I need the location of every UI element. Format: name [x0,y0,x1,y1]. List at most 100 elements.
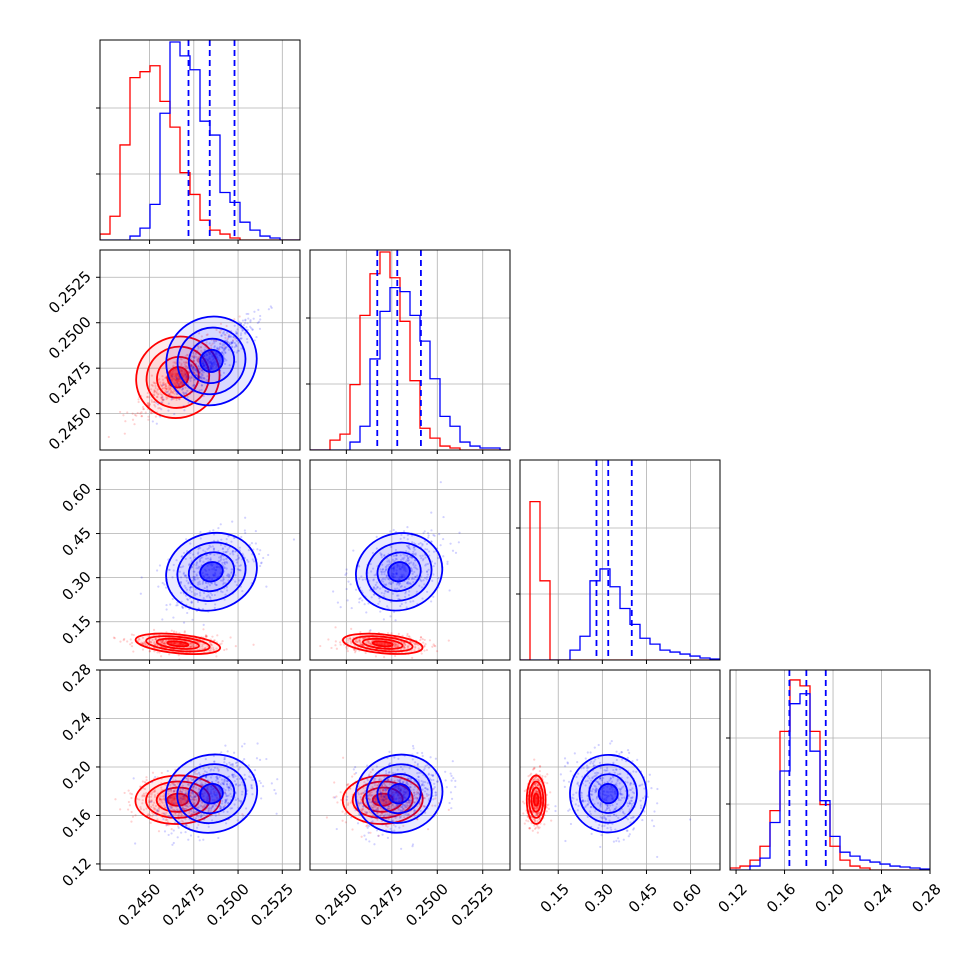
contour-blue [365,541,433,602]
scatter-point [243,773,246,776]
scatter-point [204,635,207,638]
scatter-point [210,644,214,647]
scatter-point [377,834,380,838]
scatter-point [195,367,198,371]
scatter-point [397,598,400,601]
scatter-point [223,362,227,366]
scatter-point [169,603,172,606]
scatter-point [413,643,417,646]
scatter-point [130,820,133,823]
scatter-point [223,779,226,782]
scatter-point [233,324,236,327]
scatter-point [439,481,442,484]
scatter-point [221,640,224,643]
scatter-point [438,533,441,536]
scatter-point [169,793,173,797]
scatter-point [213,760,216,763]
scatter-point [229,636,232,639]
scatter-point [215,583,218,587]
scatter-point [386,631,390,635]
scatter-point [167,833,170,837]
scatter-point [198,648,201,651]
scatter-point [130,796,133,800]
scatter-point [189,586,192,590]
scatter-point [159,383,162,386]
scatter-point [215,776,218,779]
scatter-point [195,369,198,372]
x-tick-label: 0.2475 [159,880,209,930]
scatter-point [335,827,338,831]
scatter-point [385,574,389,577]
panel-content [325,744,457,850]
scatter-point [184,816,187,819]
scatter-point [243,778,246,781]
scatter-point [395,644,398,647]
scatter-point [195,561,199,564]
scatter-point [197,360,200,363]
scatter-point [197,823,200,826]
scatter-point [222,577,225,580]
scatter-point [210,768,213,771]
scatter-point [160,786,163,789]
scatter-point [192,645,195,648]
scatter-point [170,806,173,809]
histogram-red [310,251,510,450]
scatter-point [221,332,225,335]
scatter-point [223,598,226,601]
scatter-point [149,795,153,798]
scatter-point [227,789,230,792]
scatter-point [183,631,186,634]
scatter-point [185,364,188,368]
scatter-point [205,586,209,589]
scatter-point [222,578,225,581]
scatter-point [199,346,203,349]
scatter-point [411,845,414,848]
panel-frame [309,459,511,661]
scatter-point [221,352,225,355]
scatter-point [390,545,393,549]
scatter-point [143,780,146,783]
scatter-point [141,780,144,783]
scatter-point [348,637,352,640]
scatter-point [171,375,174,378]
scatter-point [414,566,417,570]
scatter-point [422,557,425,561]
scatter-point [179,357,183,360]
scatter-point [257,552,261,556]
scatter-point [227,786,230,789]
scatter-point [165,824,168,827]
scatter-point [432,643,435,646]
scatter-point [149,800,152,803]
scatter-point [380,579,383,582]
scatter-point [139,805,142,809]
scatter-point [367,831,370,834]
scatter-point [240,800,243,803]
scatter-point [197,815,200,818]
scatter-point [439,544,442,547]
scatter-point [209,649,212,652]
scatter-point [410,577,414,581]
scatter-point [141,794,144,797]
scatter-point [251,793,254,796]
scatter-point [177,792,181,796]
scatter-point [201,581,205,584]
scatter-point [409,600,412,603]
scatter-point [410,556,413,559]
scatter-point [137,637,140,641]
scatter-point [184,373,187,377]
scatter-point [184,808,187,811]
scatter-point [448,589,451,592]
scatter-point [170,790,173,793]
scatter-point [353,648,356,651]
scatter-point [244,319,247,322]
scatter-point [185,588,189,591]
scatter-point [218,348,221,351]
scatter-point [241,781,244,784]
scatter-point [359,641,362,644]
scatter-point [364,651,367,655]
scatter-point [238,546,242,549]
scatter-point [204,816,207,819]
scatter-point [417,647,420,650]
scatter-point [185,392,188,395]
scatter-point [206,333,209,336]
